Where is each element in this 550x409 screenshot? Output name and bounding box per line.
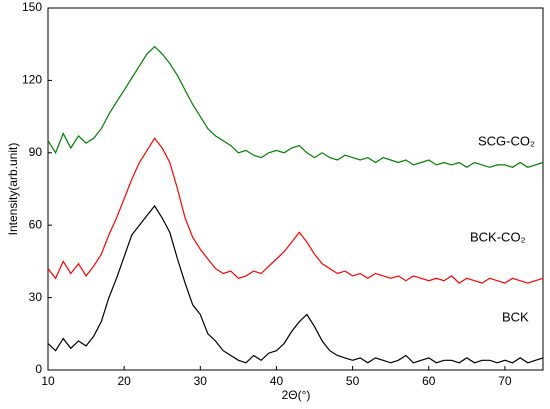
x-tick-label: 10 bbox=[41, 374, 55, 388]
y-tick-label: 60 bbox=[29, 217, 43, 231]
x-tick-label: 30 bbox=[194, 374, 208, 388]
data-line bbox=[47, 204, 544, 364]
series-label: SCG-CO₂ bbox=[478, 133, 535, 148]
y-tick-label: 0 bbox=[35, 362, 42, 376]
x-tick-label: 50 bbox=[346, 374, 360, 388]
y-tick-label: 30 bbox=[29, 290, 43, 304]
y-axis-label: Intensity(arb.unit) bbox=[6, 143, 20, 236]
y-tick-label: 120 bbox=[22, 73, 42, 87]
data-line bbox=[47, 137, 544, 284]
x-tick-label: 60 bbox=[422, 374, 436, 388]
x-axis-label: 2Θ(°) bbox=[282, 388, 311, 402]
series-label: BCK bbox=[502, 309, 529, 324]
x-tick-label: 20 bbox=[117, 374, 131, 388]
y-tick-label: 150 bbox=[22, 0, 42, 14]
y-tick-label: 90 bbox=[29, 145, 43, 159]
plot-frame bbox=[47, 7, 544, 371]
series-label: BCK-CO₂ bbox=[470, 229, 526, 244]
data-line bbox=[47, 45, 544, 169]
x-tick-label: 40 bbox=[270, 374, 284, 388]
x-tick-label: 70 bbox=[498, 374, 512, 388]
